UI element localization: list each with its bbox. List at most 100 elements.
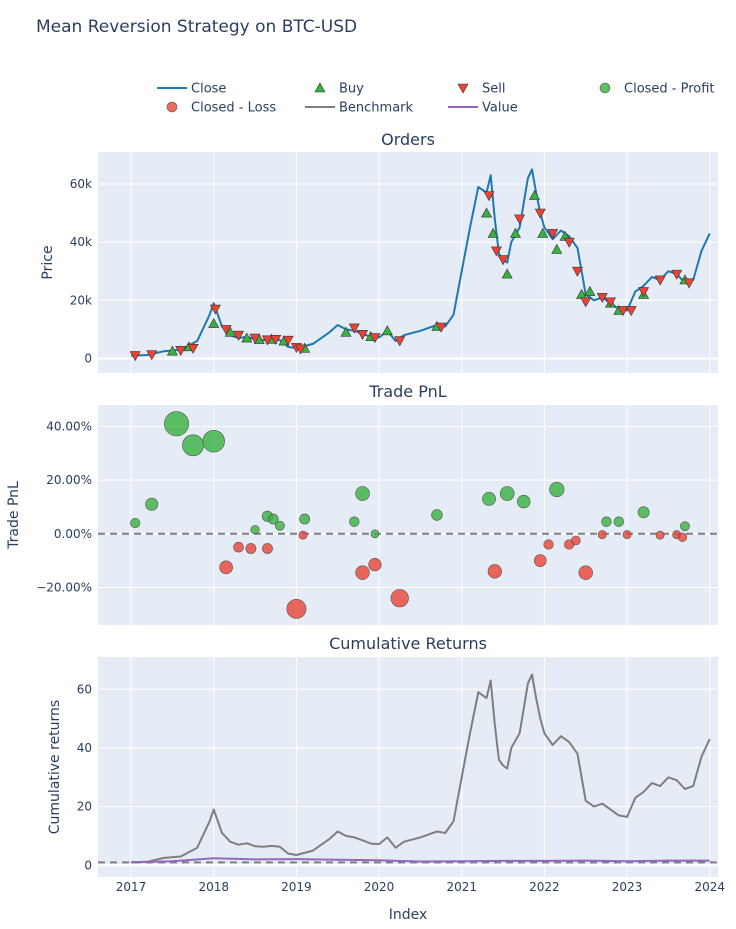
loss-point: [368, 558, 382, 572]
buy-marker: [208, 317, 220, 328]
panel-1: −20.00% 0.00% 20.00% 40.00% Trade PnL Trade P…: [6, 382, 718, 625]
legend-item[interactable]: Closed - Profit: [599, 82, 715, 97]
y-tick-label: 40k: [70, 235, 92, 249]
profit-point: [145, 497, 159, 511]
sell-marker: [146, 350, 158, 361]
legend-item[interactable]: Closed - Loss: [166, 101, 276, 116]
sell-marker: [625, 306, 637, 317]
sell-marker: [233, 330, 245, 341]
profit-point: [680, 521, 690, 532]
panel-title: Cumulative Returns: [329, 634, 487, 653]
legend-label: Buy: [339, 82, 364, 97]
profit-point: [499, 486, 515, 501]
loss-point: [578, 565, 593, 580]
y-tick-label: 0: [84, 858, 92, 872]
loss-point: [286, 599, 307, 619]
x-tick-label: 2017: [116, 880, 147, 894]
x-tick-label: 2018: [198, 880, 229, 894]
profit-point: [431, 509, 443, 521]
loss-point: [355, 565, 370, 580]
legend-label: Benchmark: [339, 101, 414, 116]
buy-marker: [537, 227, 549, 238]
profit-point: [517, 494, 531, 509]
y-tick-label: 0: [84, 351, 92, 365]
buy-marker: [166, 345, 178, 356]
loss-point: [655, 530, 665, 540]
plot-area: [98, 657, 718, 877]
sell-marker: [357, 330, 369, 340]
sell-marker: [175, 346, 187, 356]
sell-marker: [605, 297, 617, 308]
legend-label: Close: [191, 82, 226, 97]
panel-title: Trade PnL: [368, 382, 446, 401]
sell-marker: [270, 334, 282, 345]
loss-point: [533, 554, 547, 567]
sell-marker: [209, 304, 221, 315]
x-tick-label: 2023: [612, 880, 643, 894]
x-axis-label: Index: [389, 907, 428, 923]
figure-title: Mean Reversion Strategy on BTC-USD: [36, 17, 357, 37]
sell-marker: [483, 191, 495, 202]
y-tick-label: 40.00%: [46, 419, 92, 433]
sell-marker: [282, 335, 294, 346]
legend-swatch: [314, 82, 326, 93]
loss-point: [390, 589, 409, 608]
sell-marker: [497, 255, 509, 266]
x-tick-label: 2020: [364, 880, 395, 894]
sell-marker: [617, 306, 629, 317]
buy-marker: [487, 227, 499, 238]
sell-marker: [187, 343, 199, 354]
buy-marker: [509, 227, 521, 238]
profit-point: [202, 430, 225, 453]
legend-label: Closed - Loss: [191, 101, 276, 116]
buy-marker: [584, 285, 596, 296]
panels: 0 20k 40k 60k Orders Price −20.00% 0.00% 20.00% 4…: [6, 130, 725, 894]
sell-marker: [671, 269, 683, 280]
profit-point: [299, 513, 311, 525]
legend[interactable]: Close Buy Sell Closed - Profit Closed - Loss…: [157, 82, 715, 116]
y-tick-label: 0.00%: [54, 527, 92, 541]
legend-item[interactable]: Close: [157, 82, 226, 97]
sell-marker: [596, 293, 608, 304]
x-tick-label: 2022: [529, 880, 560, 894]
legend-item[interactable]: Benchmark: [305, 101, 414, 116]
y-tick-label: 20k: [70, 293, 92, 307]
legend-item[interactable]: Sell: [457, 82, 505, 97]
y-tick-label: 60k: [70, 177, 92, 191]
panel-title: Orders: [381, 130, 435, 149]
loss-point: [219, 560, 233, 575]
y-axis-label: Trade PnL: [6, 481, 22, 550]
profit-point: [549, 481, 565, 498]
panel-0: 0 20k 40k 60k Orders Price: [40, 130, 718, 373]
profit-point: [637, 506, 650, 519]
legend-item[interactable]: Value: [448, 101, 518, 116]
profit-point: [613, 516, 624, 527]
legend-item[interactable]: Buy: [314, 82, 364, 97]
profit-point: [355, 486, 370, 501]
sell-marker: [295, 344, 307, 355]
legend-label: Value: [482, 101, 518, 116]
sell-marker: [547, 229, 559, 240]
y-tick-label: 20.00%: [46, 473, 92, 487]
y-axis-label: Price: [40, 245, 56, 279]
loss-point: [233, 541, 244, 553]
profit-point: [370, 529, 380, 539]
y-tick-label: 40: [77, 741, 92, 755]
loss-point: [543, 539, 554, 550]
sell-marker: [654, 275, 666, 286]
profit-point: [130, 517, 141, 529]
loss-point: [298, 530, 308, 540]
sell-marker: [490, 246, 502, 257]
y-axis-label: Cumulative returns: [47, 700, 63, 834]
loss-point: [622, 530, 632, 539]
sell-marker: [369, 333, 381, 344]
y-tick-label: −20.00%: [36, 580, 92, 594]
buy-marker: [481, 207, 493, 218]
buy-marker: [501, 268, 513, 279]
y-tick-label: 60: [77, 682, 92, 696]
buy-marker: [340, 326, 352, 337]
profit-point: [164, 411, 190, 437]
loss-point: [262, 543, 273, 554]
legend-swatch: [166, 101, 178, 113]
